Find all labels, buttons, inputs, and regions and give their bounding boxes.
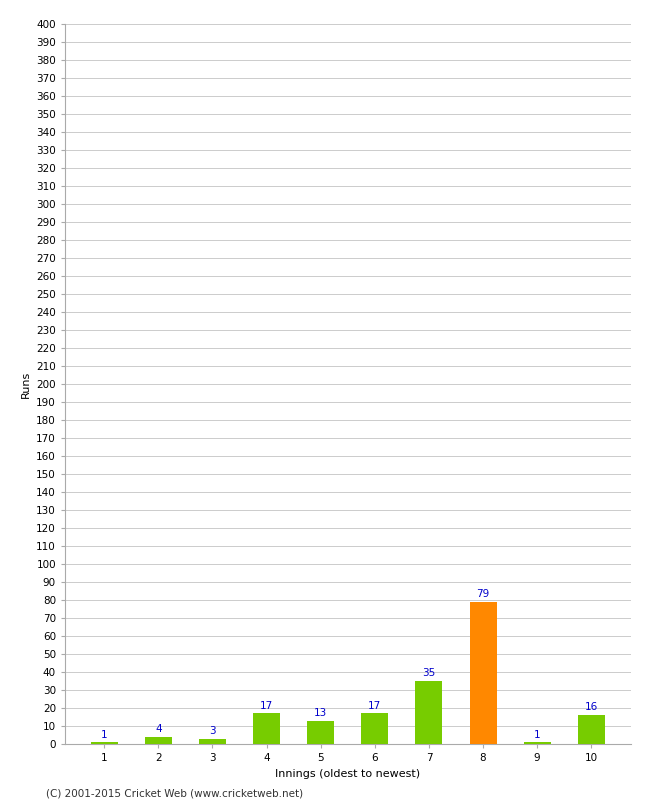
- Text: (C) 2001-2015 Cricket Web (www.cricketweb.net): (C) 2001-2015 Cricket Web (www.cricketwe…: [46, 788, 303, 798]
- Bar: [578, 715, 604, 744]
- Text: 1: 1: [101, 730, 107, 739]
- Bar: [253, 714, 280, 744]
- Bar: [91, 742, 118, 744]
- Bar: [145, 737, 172, 744]
- X-axis label: Innings (oldest to newest): Innings (oldest to newest): [275, 769, 421, 778]
- Bar: [469, 602, 497, 744]
- Bar: [361, 714, 388, 744]
- Text: 4: 4: [155, 724, 162, 734]
- Text: 79: 79: [476, 589, 489, 599]
- Text: 13: 13: [314, 708, 328, 718]
- Bar: [199, 738, 226, 744]
- Bar: [524, 742, 551, 744]
- Text: 17: 17: [260, 701, 273, 710]
- Y-axis label: Runs: Runs: [21, 370, 31, 398]
- Text: 16: 16: [584, 702, 598, 713]
- Text: 3: 3: [209, 726, 216, 736]
- Bar: [307, 721, 334, 744]
- Text: 35: 35: [422, 668, 436, 678]
- Bar: [415, 681, 443, 744]
- Text: 17: 17: [368, 701, 382, 710]
- Text: 1: 1: [534, 730, 540, 739]
